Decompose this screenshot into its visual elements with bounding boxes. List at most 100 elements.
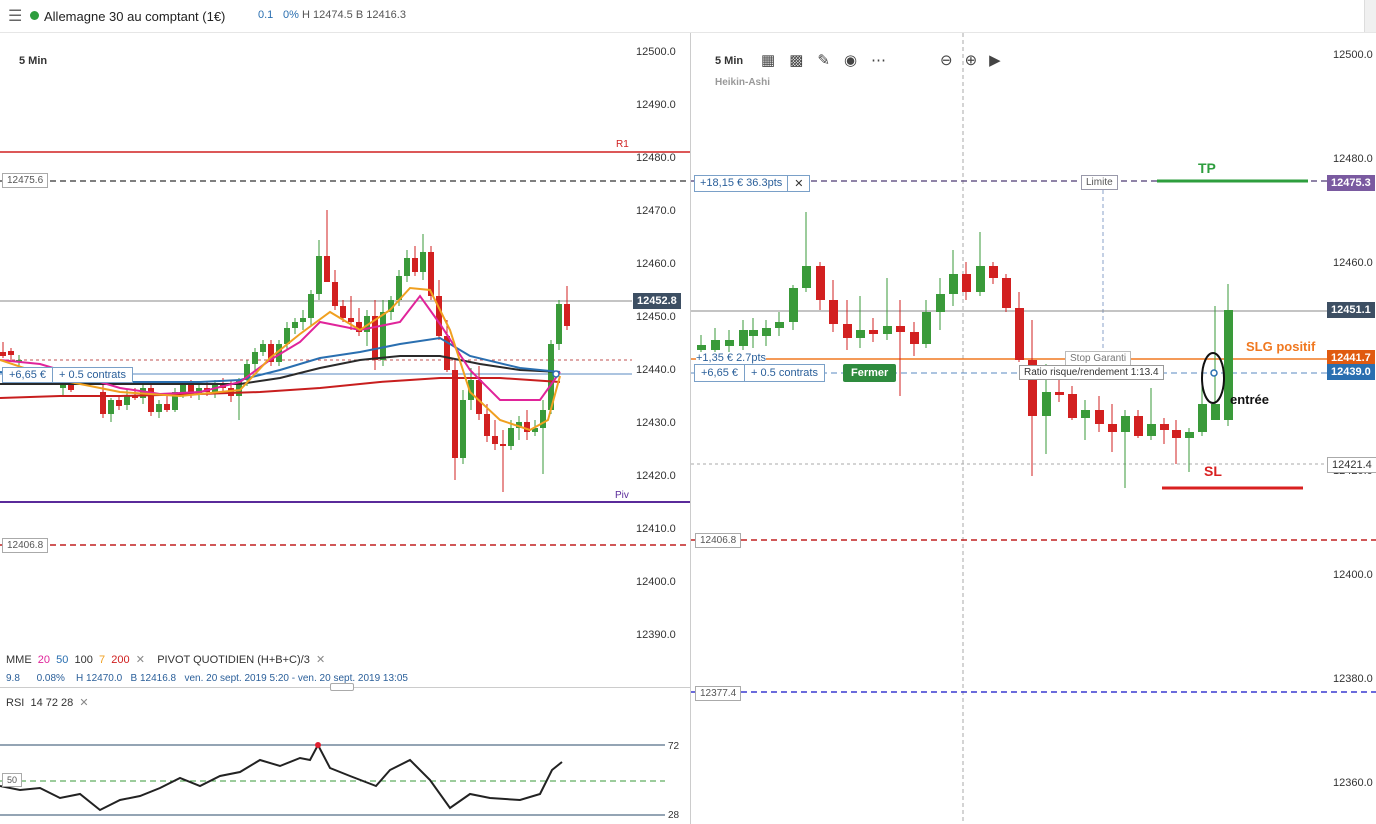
mme-200: 200 [111,654,130,666]
mme-20: 20 [37,654,51,666]
stop-label[interactable]: Stop Garanti [1065,351,1132,366]
right-position-ticket[interactable]: +6,65 € + 0.5 contrats [694,364,825,382]
remove-rsi-icon[interactable]: ✕ [79,697,89,709]
left-axis-label: 12400.0 [636,576,676,588]
left-axis-label: 12490.0 [636,99,676,111]
chart-style-label: Heikin-Ashi [715,77,771,88]
right-position-pl: +6,65 € [695,365,746,381]
remove-pivot-icon[interactable]: ✕ [315,654,326,666]
candle-body [100,392,106,414]
hamburger-icon[interactable]: ☰ [8,8,23,25]
info-line: 9.8 0.08% H 12470.0 B 12416.8 ven. 20 se… [6,673,408,684]
panel-edge [1364,0,1376,32]
close-limit-icon[interactable]: ✕ [794,178,804,190]
right-position-size: + 0.5 contrats [751,367,818,379]
piv-label: Piv [615,490,629,501]
candle-body [244,364,250,380]
pivot-label: PIVOT QUOTIDIEN (H+B+C)/3 [157,654,310,666]
candle-body [356,322,362,332]
candle-body [564,304,570,326]
zoom-in-icon[interactable]: ⊕ [964,52,978,69]
eye-icon[interactable]: ◉ [843,52,858,69]
entry-marker [552,370,560,378]
ha-candle-body [869,330,878,334]
price-change-pct: 0% [283,9,299,21]
ha-candle-body [1028,360,1037,416]
ma-7-line [0,286,561,432]
rsi-line [0,742,563,812]
candle-body [252,352,258,364]
candle-body [68,384,74,390]
left-price-chart[interactable] [0,33,690,824]
candle-body [516,422,522,428]
low-price-tag: 12421.4 [1327,457,1376,473]
right-sl-tag: 12406.8 [695,533,742,548]
ha-candle-body [1224,310,1233,420]
candle-body [180,384,186,392]
ha-candle-body [1121,416,1130,432]
play-icon[interactable]: ▶ [989,52,1001,69]
candle-body [460,400,466,458]
candle-body [404,258,410,276]
remove-mme-icon[interactable]: ✕ [135,654,145,666]
mme-legend[interactable]: MME 20 50 100 7 200 ✕ PIVOT QUOTIDIEN (H… [6,653,325,666]
bar-chart-icon[interactable]: ▩ [789,52,804,69]
slg-annotation: SLG positif [1246,339,1316,354]
candle-body [444,336,450,370]
rsi-peak-marker [315,742,321,748]
ha-candle-body [1147,424,1156,436]
candle-body [556,304,562,344]
zoom-out-icon[interactable]: ⊖ [940,52,953,69]
panel-divider[interactable] [690,33,691,824]
ha-candle-body [1211,404,1220,420]
rsi-legend[interactable]: RSI 14 72 28 ✕ [6,696,89,709]
candle-body [380,312,386,360]
ha-candle-body [802,266,811,288]
instrument-title[interactable]: Allemagne 30 au comptant (1€) [44,9,226,24]
ha-candle-body [1015,308,1024,360]
chart-toolbar: ▦ ▩ ✎ ◉ ⋯ [761,51,886,69]
left-timeframe[interactable]: 5 Min [19,55,48,67]
left-axis-label: 12440.0 [636,364,676,376]
candle-body [476,380,482,414]
ma-200-line [0,377,561,399]
stop-pl[interactable]: +1,35 € 2.7pts [696,352,767,364]
left-position-ticket[interactable]: +6,65 € + 0.5 contrats [2,367,133,383]
right-chart-panel[interactable]: 5 Min Heikin-Ashi ▦ ▩ ✎ ◉ ⋯ ⊖ ⊕ ▶ 12500.… [691,33,1376,824]
rsi-level-28: 28 [668,810,680,821]
ha-candle-body [949,274,958,294]
candle-body [196,388,202,394]
right-axis-label: 12480.0 [1333,153,1373,165]
zoom-toolbar: ⊖ ⊕ ▶ [940,51,1001,69]
right-lower-tag: 12377.4 [695,686,742,701]
right-price-chart[interactable] [691,33,1376,824]
candle-body [372,316,378,360]
ha-candle-body [883,326,892,334]
left-axis-label: 12500.0 [636,46,676,58]
sl-annotation: SL [1204,463,1222,479]
ha-candle-body [1134,416,1143,436]
tp-price-badge: 12475.3 [1327,175,1375,191]
calendar-icon[interactable]: ▦ [761,52,776,69]
tp-annotation: TP [1198,160,1216,176]
pencil-icon[interactable]: ✎ [817,52,830,69]
right-timeframe[interactable]: 5 Min [715,55,744,67]
left-chart-panel[interactable]: 5 Min 12500.0 12490.0 12480.0 12470.0 12460.… [0,33,690,824]
candle-body [508,428,514,446]
entry-annotation: entrée [1230,392,1270,407]
panel-resize-handle[interactable] [330,683,354,691]
candle-body [412,258,418,272]
limit-ticket[interactable]: +18,15 € 36.3pts ✕ [694,175,811,192]
candle-body [236,380,242,396]
more-icon[interactable]: ⋯ [871,52,887,69]
left-axis-label: 12390.0 [636,629,676,641]
limit-pl: +18,15 € 36.3pts [695,176,789,191]
limit-label[interactable]: Limite [1081,175,1118,190]
close-position-button[interactable]: Fermer [843,364,897,382]
left-axis-label: 12420.0 [636,470,676,482]
candle-body [324,256,330,282]
ha-candle-body [1055,392,1064,395]
ma-20-line [0,294,561,401]
left-axis-label: 12450.0 [636,311,676,323]
left-price-badge: 12452.8 [633,293,681,309]
